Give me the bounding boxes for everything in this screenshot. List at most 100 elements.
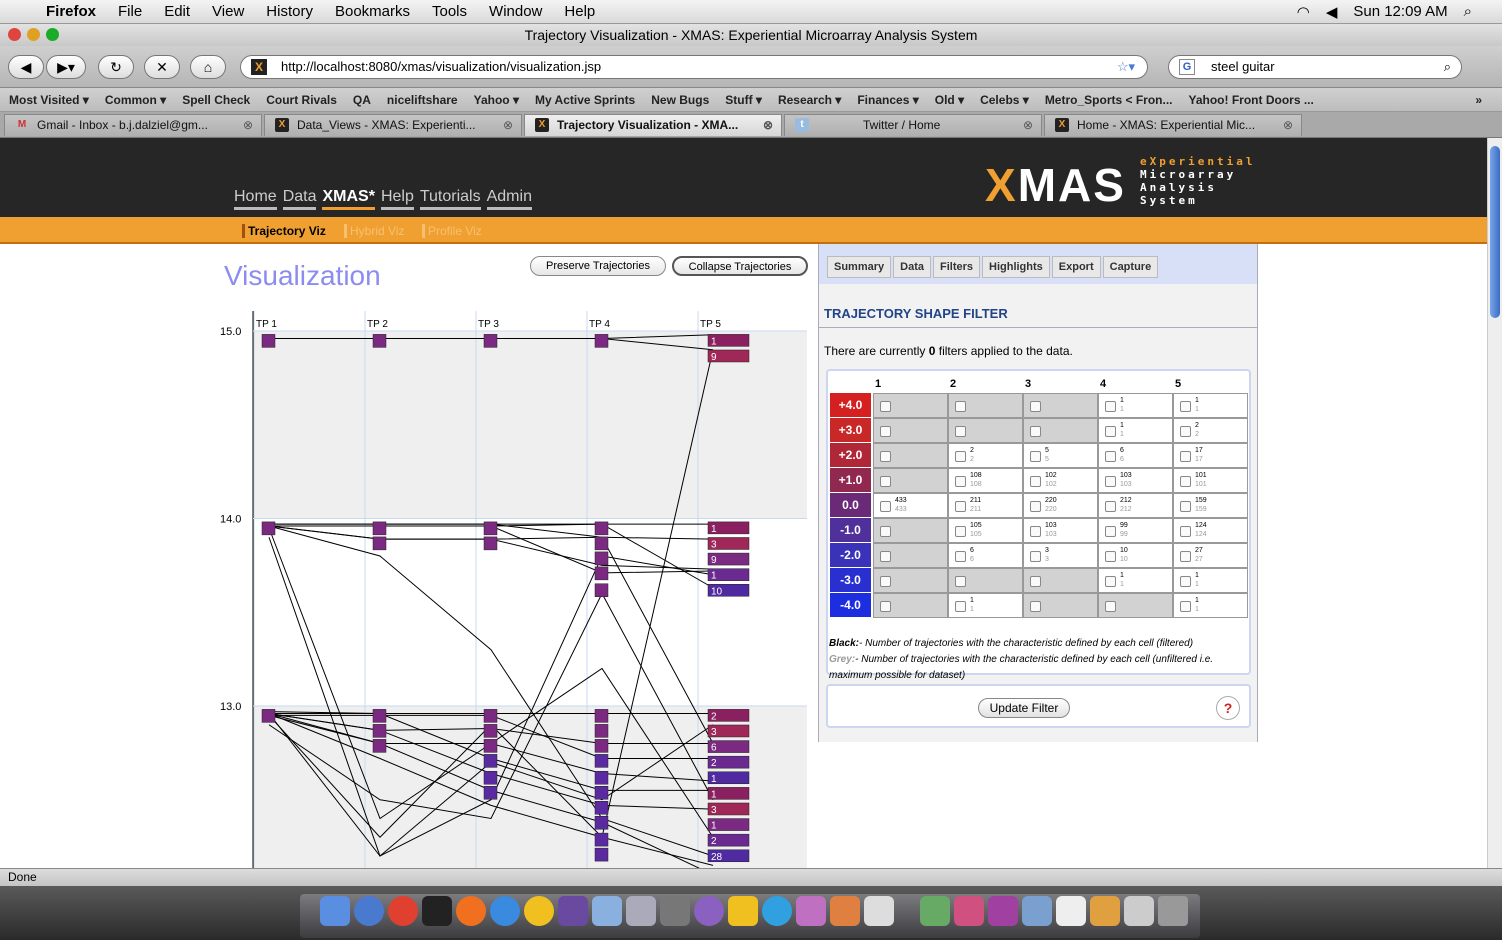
filter-checkbox[interactable] (1105, 501, 1116, 512)
filter-cell[interactable] (1023, 593, 1098, 618)
app-icon[interactable] (920, 896, 950, 926)
spotlight-icon[interactable]: ⌕ (1463, 3, 1472, 20)
help-button[interactable]: ? (1216, 696, 1240, 720)
filter-checkbox[interactable] (880, 501, 891, 512)
filter-checkbox[interactable] (1180, 426, 1191, 437)
xmas-logo[interactable]: XMAS (985, 159, 1126, 211)
app-icon[interactable] (660, 896, 690, 926)
tab-export[interactable]: Export (1051, 256, 1101, 278)
filter-cell[interactable]: 99 99 (1098, 518, 1173, 543)
bookmark-yahoo[interactable]: Yahoo ▾ (473, 92, 519, 107)
trajectory-node[interactable] (594, 709, 609, 723)
filter-cell[interactable] (873, 518, 948, 543)
tab-data[interactable]: Data (893, 256, 931, 278)
bookmark-new-bugs[interactable]: New Bugs (651, 92, 710, 107)
firefox-icon[interactable] (456, 896, 486, 926)
filter-cell[interactable]: 102 102 (1023, 468, 1098, 493)
filter-checkbox[interactable] (955, 476, 966, 487)
filter-cell[interactable]: 103 103 (1023, 518, 1098, 543)
tab-data-views[interactable]: X Data_Views - XMAS: Experienti... ⊗ (264, 114, 522, 136)
filter-checkbox[interactable] (1030, 601, 1041, 612)
menu-app[interactable]: Firefox (46, 3, 97, 20)
filter-checkbox[interactable] (955, 601, 966, 612)
bookmark-niceliftshare[interactable]: niceliftshare (386, 92, 458, 107)
menu-window[interactable]: Window (489, 3, 543, 20)
tab-filters[interactable]: Filters (932, 256, 980, 278)
trajectory-node[interactable] (594, 536, 609, 551)
app-icon[interactable] (592, 896, 622, 926)
filter-cell[interactable]: 101 101 (1173, 468, 1248, 493)
trajectory-group-box[interactable] (707, 568, 750, 581)
filter-checkbox[interactable] (880, 576, 891, 587)
bookmark-stuff[interactable]: Stuff ▾ (725, 92, 762, 107)
filter-cell[interactable] (1023, 393, 1098, 418)
trajectory-node[interactable] (372, 334, 387, 348)
nav-xmas[interactable]: XMAS* (322, 188, 375, 210)
app-icon[interactable] (830, 896, 860, 926)
filter-cell[interactable]: 103 103 (1098, 468, 1173, 493)
menu-file[interactable]: File (118, 3, 143, 20)
filter-checkbox[interactable] (1105, 576, 1116, 587)
trajectory-node[interactable] (594, 334, 609, 348)
document-icon[interactable] (1056, 896, 1086, 926)
subnav-profile-viz[interactable]: Profile Viz (422, 224, 482, 238)
filter-cell[interactable] (1098, 593, 1173, 618)
app-icon[interactable] (558, 896, 588, 926)
filter-checkbox[interactable] (1180, 451, 1191, 462)
search-bar[interactable]: G steel guitar ⌕ (1168, 55, 1462, 79)
bookmark-active-sprints[interactable]: My Active Sprints (534, 92, 636, 107)
filter-checkbox[interactable] (955, 451, 966, 462)
filter-checkbox[interactable] (1180, 401, 1191, 412)
filter-cell[interactable] (948, 418, 1023, 443)
terminal-icon[interactable] (422, 896, 452, 926)
filter-cell[interactable]: 10 10 (1098, 543, 1173, 568)
close-tab-icon[interactable]: ⊗ (762, 118, 773, 132)
trajectory-node[interactable] (261, 521, 276, 536)
tab-trajectory-visualization[interactable]: X Trajectory Visualization - XMA... ⊗ (524, 114, 782, 136)
filter-checkbox[interactable] (880, 601, 891, 612)
trajectory-node[interactable] (261, 709, 276, 723)
preview-icon[interactable] (626, 896, 656, 926)
trajectory-node[interactable] (261, 334, 276, 348)
tab-twitter[interactable]: t Twitter / Home ⊗ (784, 114, 1042, 136)
filter-cell[interactable]: 220 220 (1023, 493, 1098, 518)
trajectory-node[interactable] (483, 334, 498, 348)
filter-checkbox[interactable] (955, 551, 966, 562)
close-tab-icon[interactable]: ⊗ (1282, 118, 1293, 132)
filter-cell[interactable]: 105 105 (948, 518, 1023, 543)
filter-cell[interactable] (873, 443, 948, 468)
close-tab-icon[interactable]: ⊗ (502, 118, 513, 132)
nav-tutorials[interactable]: Tutorials (419, 188, 481, 210)
filter-cell[interactable] (873, 393, 948, 418)
filter-checkbox[interactable] (955, 401, 966, 412)
filter-cell[interactable] (873, 418, 948, 443)
trajectory-group-box[interactable] (707, 537, 750, 550)
trajectory-group-box[interactable] (707, 709, 750, 722)
volume-icon[interactable]: ◀ (1325, 4, 1338, 21)
filter-checkbox[interactable] (880, 426, 891, 437)
safari-icon[interactable] (490, 896, 520, 926)
trajectory-group-box[interactable] (707, 849, 750, 863)
flickr-icon[interactable] (954, 896, 984, 926)
tab-highlights[interactable]: Highlights (982, 256, 1050, 278)
bookmark-court-rivals[interactable]: Court Rivals (266, 92, 337, 107)
nav-data[interactable]: Data (282, 188, 317, 210)
app-icon[interactable] (864, 896, 894, 926)
trajectory-node[interactable] (594, 801, 609, 815)
trajectory-node[interactable] (483, 739, 498, 753)
app-icon[interactable] (1124, 896, 1154, 926)
bookmark-finances[interactable]: Finances ▾ (857, 92, 919, 107)
folder-icon[interactable] (1022, 896, 1052, 926)
reload-button[interactable]: ↻ (98, 55, 134, 79)
trajectory-node[interactable] (372, 709, 387, 723)
trajectory-node[interactable] (594, 724, 609, 738)
filter-cell[interactable]: 159 159 (1173, 493, 1248, 518)
tab-summary[interactable]: Summary (827, 256, 892, 278)
adium-icon[interactable] (524, 896, 554, 926)
bookmark-spell-check[interactable]: Spell Check (182, 92, 251, 107)
filter-cell[interactable] (873, 468, 948, 493)
